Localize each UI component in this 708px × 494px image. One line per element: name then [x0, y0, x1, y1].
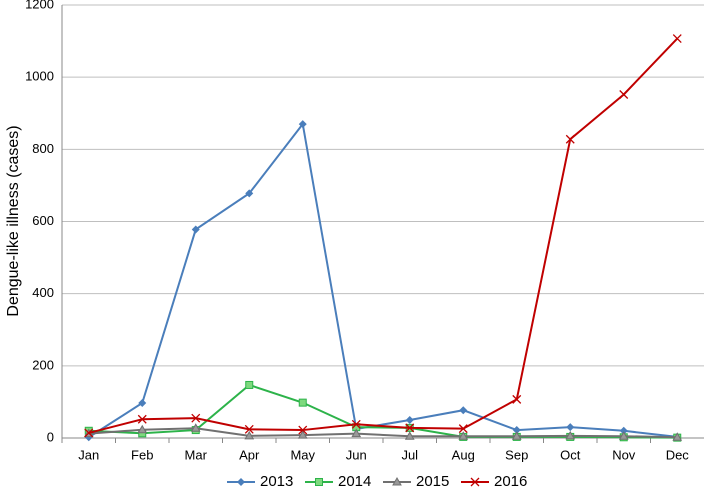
x-tick-label: Mar	[185, 447, 208, 462]
marker	[137, 424, 148, 434]
series-line	[88, 383, 678, 439]
x-tick-label: Feb	[131, 447, 153, 462]
marker	[566, 423, 575, 432]
marker	[619, 90, 629, 99]
marker	[245, 189, 254, 198]
series-line	[88, 427, 678, 439]
marker	[458, 431, 469, 440]
marker	[565, 134, 575, 144]
legend-label: 2013	[260, 473, 293, 489]
legend-label: 2016	[494, 473, 527, 489]
x-tick-label: Nov	[612, 447, 636, 462]
marker	[138, 398, 147, 407]
marker	[297, 430, 308, 439]
x-tick-label: Sep	[505, 447, 528, 462]
marker	[244, 424, 254, 434]
marker	[672, 34, 682, 44]
x-tick-label: Aug	[452, 447, 475, 462]
legend-label: 2015	[416, 473, 449, 489]
legend-marker	[237, 478, 245, 486]
y-tick-label: 600	[32, 213, 54, 228]
marker	[405, 423, 415, 433]
y-tick-label: 1000	[25, 69, 54, 84]
marker	[351, 428, 362, 438]
marker	[298, 398, 307, 407]
y-tick-label: 0	[47, 429, 54, 444]
marker	[404, 431, 415, 440]
y-axis-label: Dengue-like illness (cases)	[5, 125, 22, 316]
x-tick-label: Jun	[346, 447, 367, 462]
marker	[618, 431, 629, 440]
legend-marker	[392, 476, 402, 486]
marker	[351, 419, 361, 429]
series-line	[88, 121, 678, 439]
marker	[672, 432, 683, 441]
x-tick-label: Jul	[401, 447, 418, 462]
marker	[619, 426, 628, 435]
marker	[459, 406, 468, 415]
x-tick-label: Jan	[78, 447, 99, 462]
marker	[190, 423, 201, 432]
marker	[512, 394, 522, 404]
marker	[244, 430, 255, 440]
y-tick-label: 400	[32, 285, 54, 300]
x-tick-label: Apr	[239, 447, 260, 462]
y-tick-label: 1200	[25, 0, 54, 11]
marker	[191, 225, 200, 234]
marker	[511, 431, 522, 440]
marker	[298, 425, 308, 435]
series-line	[88, 37, 678, 434]
marker	[512, 426, 521, 435]
marker	[191, 413, 201, 423]
marker	[565, 430, 576, 440]
marker	[298, 120, 307, 129]
marker	[245, 380, 254, 389]
x-tick-label: Dec	[666, 447, 690, 462]
y-tick-label: 200	[32, 357, 54, 372]
legend-marker	[315, 478, 323, 486]
legend-label: 2014	[338, 473, 371, 489]
marker	[137, 414, 147, 424]
marker	[458, 424, 468, 434]
x-tick-label: May	[290, 447, 315, 462]
y-tick-label: 800	[32, 141, 54, 156]
legend-marker	[470, 477, 480, 487]
x-tick-label: Oct	[560, 447, 581, 462]
marker	[84, 428, 94, 438]
marker	[405, 415, 414, 424]
